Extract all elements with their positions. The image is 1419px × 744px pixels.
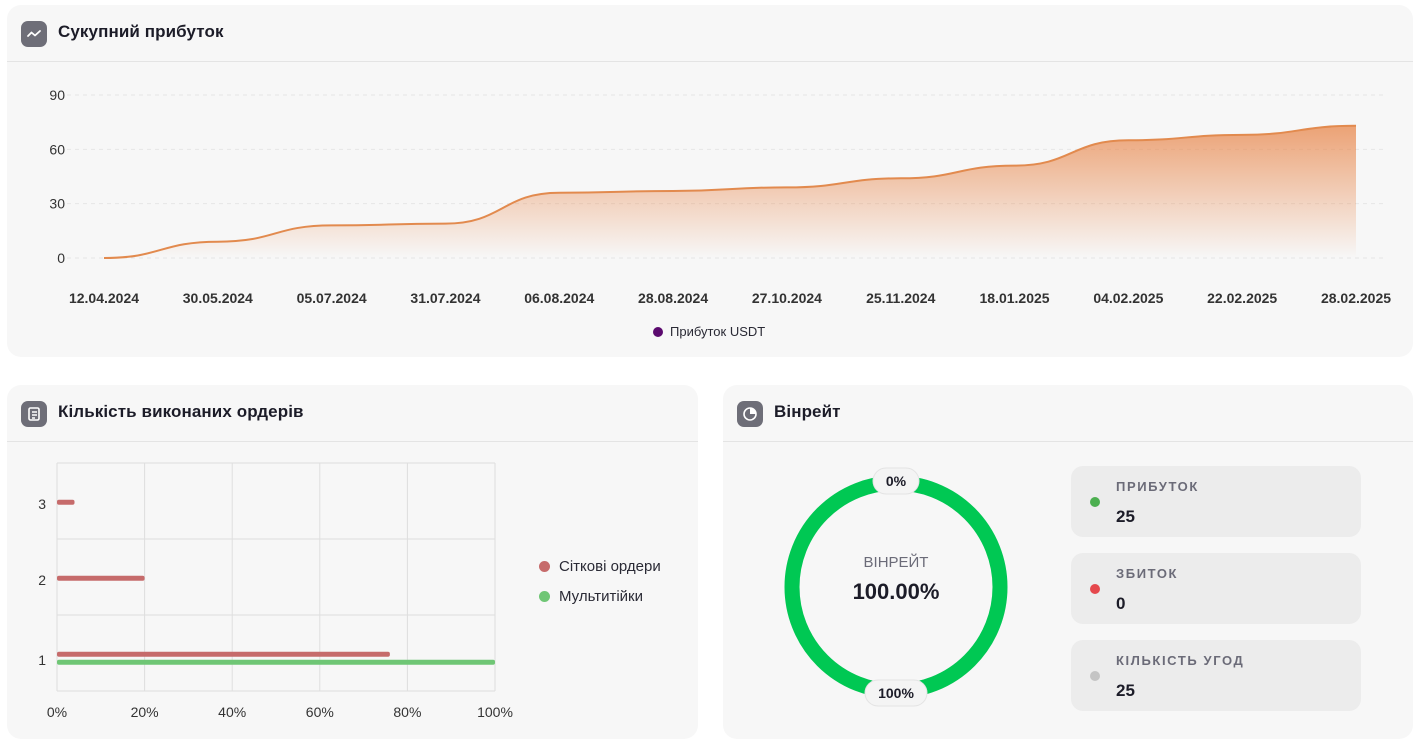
- orders-ytick: 2: [38, 572, 46, 588]
- stat-loss-label: ЗБИТОК: [1116, 566, 1179, 581]
- stat-trades: КІЛЬКІСТЬ УГОД 25: [1071, 640, 1361, 711]
- donut-center-value: 100.00%: [853, 579, 940, 604]
- list-doc-icon: [21, 401, 47, 427]
- orders-legend-dot-multi: [539, 591, 550, 602]
- stat-trades-label: КІЛЬКІСТЬ УГОД: [1116, 653, 1245, 668]
- profit-xtick: 31.07.2024: [410, 290, 480, 306]
- orders-bar: [57, 575, 145, 581]
- profit-card: Сукупний прибуток 0 30 60 90 12.04.2024 30.0…: [7, 5, 1413, 357]
- profit-area-fill: [104, 125, 1356, 259]
- profit-ytick: 30: [49, 196, 65, 212]
- orders-ytick: 3: [38, 496, 46, 512]
- orders-xtick: 80%: [393, 704, 421, 720]
- stat-profit-dot: [1090, 497, 1100, 507]
- profit-ytick: 90: [49, 87, 65, 103]
- orders-bar: [57, 651, 390, 657]
- stat-loss: ЗБИТОК 0: [1071, 553, 1361, 624]
- profit-xtick: 06.08.2024: [524, 290, 594, 306]
- stat-profit: ПРИБУТОК 25: [1071, 466, 1361, 537]
- donut-top-tag-bg: [872, 467, 920, 495]
- orders-legend-label-multi: Мультитійки: [559, 588, 644, 605]
- orders-bar: [57, 499, 75, 505]
- profit-legend-dot: [653, 326, 663, 337]
- stat-profit-label: ПРИБУТОК: [1116, 479, 1199, 494]
- donut-top-tag: 0%: [886, 473, 907, 489]
- profit-xtick: 30.05.2024: [183, 290, 253, 306]
- orders-card: Кількість виконаних ордерів 0% 20% 40% 60% 8…: [7, 385, 698, 739]
- orders-xtick: 0%: [47, 704, 67, 720]
- donut-center-label: ВІНРЕЙТ: [864, 553, 929, 571]
- trend-line-icon: [21, 21, 47, 47]
- profit-xtick: 22.02.2025: [1207, 290, 1277, 306]
- stat-trades-dot: [1090, 671, 1100, 681]
- orders-card-header: Кількість виконаних ордерів: [7, 385, 698, 442]
- stat-trades-value: 25: [1116, 681, 1135, 700]
- orders-legend-item-multi[interactable]: Мультитійки: [539, 588, 643, 605]
- profit-legend[interactable]: Прибуток USDT: [653, 324, 765, 339]
- pie-chart-icon: [737, 401, 763, 427]
- profit-legend-label: Прибуток USDT: [670, 324, 766, 339]
- profit-xtick: 27.10.2024: [752, 290, 822, 306]
- profit-card-header: Сукупний прибуток: [7, 5, 1413, 62]
- profit-xtick: 18.01.2025: [980, 290, 1050, 306]
- profit-card-title: Сукупний прибуток: [58, 22, 224, 41]
- profit-xtick: 25.11.2024: [866, 290, 936, 306]
- profit-xtick: 28.08.2024: [638, 290, 708, 306]
- orders-xtick: 60%: [306, 704, 334, 720]
- orders-legend-label-grid: Сіткові ордери: [559, 558, 661, 575]
- donut-bottom-tag-bg: [864, 679, 928, 707]
- profit-xtick: 12.04.2024: [69, 290, 139, 306]
- orders-legend-dot-grid: [539, 561, 550, 572]
- profit-xtick: 05.07.2024: [297, 290, 367, 306]
- profit-xtick: 28.02.2025: [1321, 290, 1391, 306]
- profit-series-line: [103, 124, 1357, 259]
- orders-xtick: 20%: [131, 704, 159, 720]
- donut-bottom-tag: 100%: [878, 685, 914, 701]
- winrate-card-header: Вінрейт: [723, 385, 1413, 442]
- orders-bar-chart: 0% 20% 40% 60% 80% 100% 1 2 3: [38, 462, 513, 720]
- orders-bar: [57, 659, 495, 665]
- stat-loss-dot: [1090, 584, 1100, 594]
- orders-card-title: Кількість виконаних ордерів: [58, 402, 304, 421]
- stat-loss-value: 0: [1116, 594, 1126, 613]
- profit-ytick: 60: [49, 141, 65, 157]
- winrate-card: Вінрейт ВІНРЕЙТ 100.00% 0% 100% ПРИБУТОК…: [723, 385, 1413, 739]
- orders-xtick: 100%: [477, 704, 513, 720]
- winrate-donut: ВІНРЕЙТ 100.00% 0% 100%: [784, 467, 1008, 707]
- orders-xtick: 40%: [218, 704, 246, 720]
- orders-legend-item-grid[interactable]: Сіткові ордери: [539, 558, 661, 575]
- profit-area-chart: 0 30 60 90 12.04.2024 30.05.2024 05.07.2024 31…: [49, 87, 1391, 306]
- orders-ytick: 1: [38, 652, 46, 668]
- profit-xtick: 04.02.2025: [1093, 290, 1163, 306]
- profit-ytick: 0: [57, 250, 65, 266]
- winrate-card-title: Вінрейт: [774, 402, 841, 421]
- stat-profit-value: 25: [1116, 507, 1135, 526]
